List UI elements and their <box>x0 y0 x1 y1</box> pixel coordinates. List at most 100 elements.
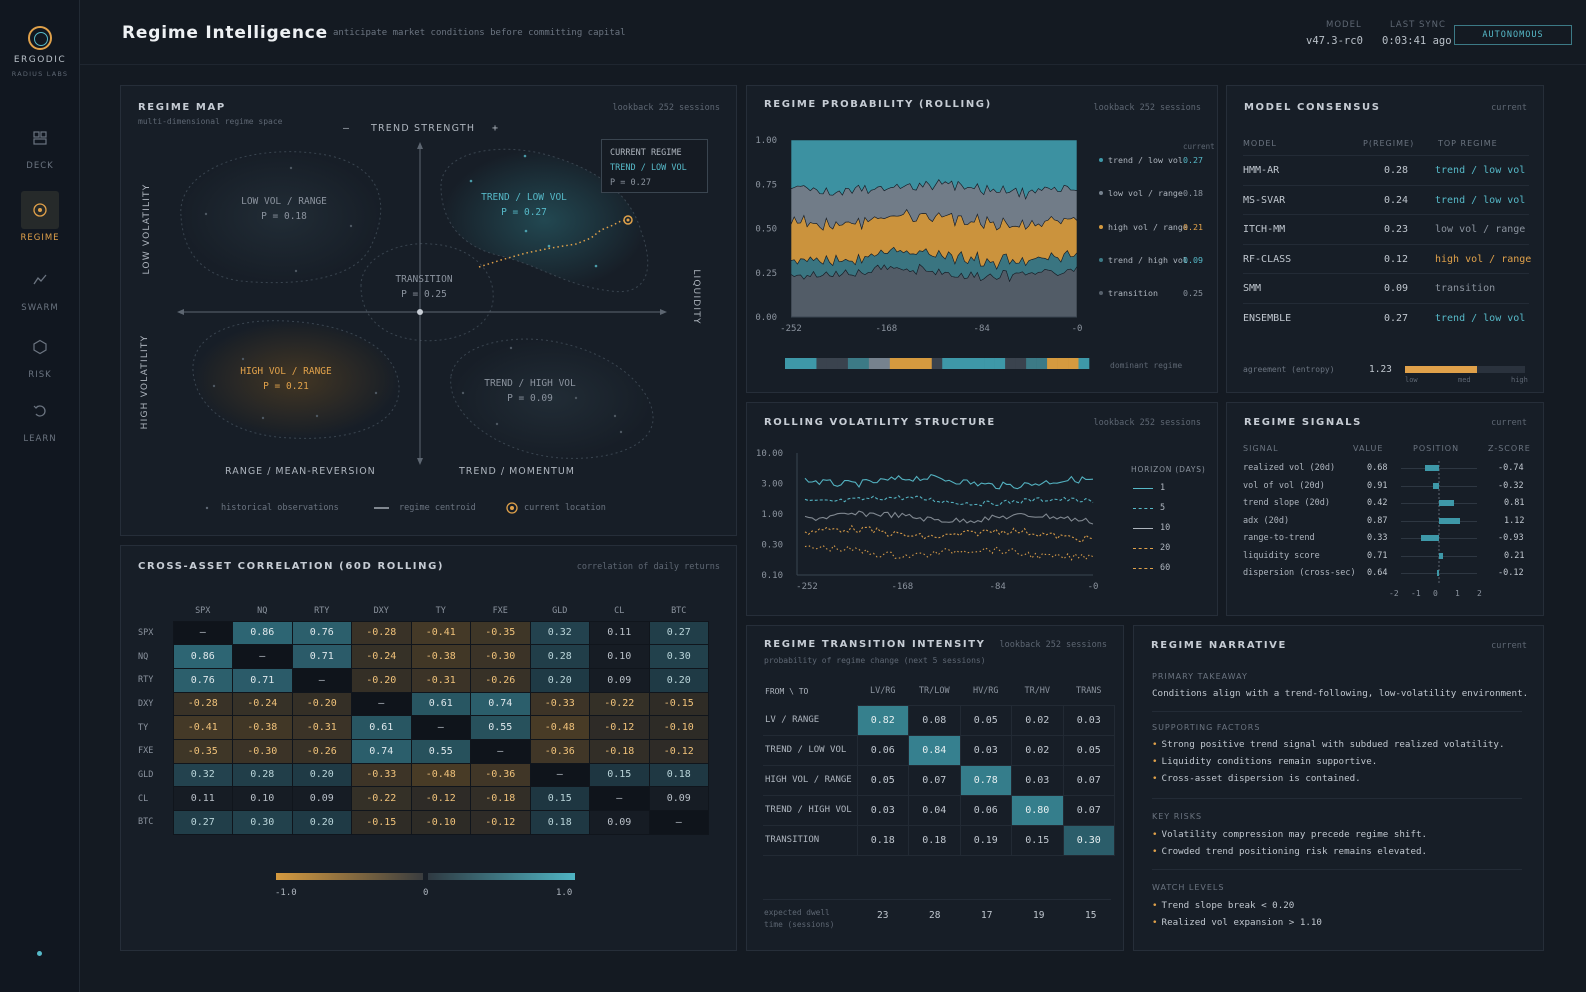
corr-cell[interactable]: -0.33 <box>351 762 412 788</box>
transition-cell[interactable]: 0.06 <box>856 734 909 766</box>
transition-cell[interactable]: 0.05 <box>856 764 909 796</box>
corr-cell[interactable]: 0.30 <box>232 810 293 835</box>
corr-cell[interactable]: — <box>470 738 531 764</box>
corr-cell[interactable]: — <box>351 691 412 717</box>
corr-cell[interactable]: 0.76 <box>172 667 233 693</box>
corr-cell[interactable]: -0.24 <box>232 691 293 717</box>
transition-cell[interactable]: 0.05 <box>1062 734 1115 766</box>
corr-cell[interactable]: — <box>172 620 233 646</box>
transition-cell[interactable]: 0.18 <box>908 824 961 856</box>
transition-cell[interactable]: 0.06 <box>959 794 1012 826</box>
corr-cell[interactable]: 0.09 <box>648 786 709 811</box>
corr-cell[interactable]: 0.27 <box>172 810 233 835</box>
corr-cell[interactable]: -0.20 <box>351 667 412 693</box>
corr-cell[interactable]: — <box>648 810 709 835</box>
consensus-row[interactable]: HMM-AR 0.28 trend / low vol <box>1243 155 1529 184</box>
corr-cell[interactable]: 0.74 <box>351 738 412 764</box>
corr-cell[interactable]: -0.15 <box>351 810 412 835</box>
transition-cell[interactable]: 0.78 <box>959 764 1012 796</box>
transition-cell[interactable]: 0.04 <box>908 794 961 826</box>
corr-cell[interactable]: -0.12 <box>470 810 531 835</box>
corr-cell[interactable]: -0.22 <box>351 786 412 811</box>
transition-cell[interactable]: 0.82 <box>856 704 909 736</box>
corr-cell[interactable]: 0.11 <box>589 620 650 646</box>
transition-cell[interactable]: 0.07 <box>1062 794 1115 826</box>
corr-cell[interactable]: -0.36 <box>529 738 590 764</box>
corr-cell[interactable]: — <box>529 762 590 788</box>
corr-cell[interactable]: 0.10 <box>589 644 650 669</box>
corr-cell[interactable]: -0.26 <box>291 738 352 764</box>
corr-cell[interactable]: -0.35 <box>470 620 531 646</box>
consensus-row[interactable]: MS-SVAR 0.24 trend / low vol <box>1243 184 1529 214</box>
corr-cell[interactable]: 0.30 <box>648 644 709 669</box>
regime-high-vol-range[interactable]: HIGH VOL / RANGE P = 0.21 <box>221 366 351 392</box>
transition-cell[interactable]: 0.05 <box>959 704 1012 736</box>
transition-cell[interactable]: 0.03 <box>1011 764 1064 796</box>
corr-cell[interactable]: 0.11 <box>172 786 233 811</box>
signal-row[interactable]: range-to-trend 0.33 -0.93 <box>1243 530 1529 547</box>
corr-cell[interactable]: -0.24 <box>351 644 412 669</box>
signal-row[interactable]: liquidity score 0.71 0.21 <box>1243 548 1529 565</box>
mode-badge[interactable]: AUTONOMOUS <box>1454 25 1572 45</box>
transition-cell[interactable]: 0.03 <box>856 794 909 826</box>
corr-cell[interactable]: -0.26 <box>470 667 531 693</box>
corr-cell[interactable]: -0.12 <box>648 738 709 764</box>
signal-row[interactable]: realized vol (20d) 0.68 -0.74 <box>1243 460 1529 477</box>
transition-cell[interactable]: 0.02 <box>1011 704 1064 736</box>
corr-cell[interactable]: 0.32 <box>529 620 590 646</box>
corr-cell[interactable]: 0.71 <box>232 667 293 693</box>
transition-cell[interactable]: 0.30 <box>1062 824 1115 856</box>
corr-cell[interactable]: 0.28 <box>232 762 293 788</box>
corr-cell[interactable]: 0.20 <box>291 762 352 788</box>
corr-cell[interactable]: 0.09 <box>589 667 650 693</box>
corr-cell[interactable]: 0.15 <box>529 786 590 811</box>
corr-cell[interactable]: -0.31 <box>410 667 471 693</box>
consensus-row[interactable]: RF-CLASS 0.12 high vol / range <box>1243 243 1531 273</box>
corr-cell[interactable]: 0.18 <box>648 762 709 788</box>
corr-cell[interactable]: -0.18 <box>589 738 650 764</box>
regime-transition[interactable]: TRANSITION P = 0.25 <box>369 274 479 300</box>
corr-cell[interactable]: -0.38 <box>232 715 293 740</box>
signal-row[interactable]: vol of vol (20d) 0.91 -0.32 <box>1243 478 1529 495</box>
corr-cell[interactable]: -0.12 <box>410 786 471 811</box>
corr-cell[interactable]: 0.15 <box>589 762 650 788</box>
nav-item-swarm[interactable]: SWARM <box>20 261 60 313</box>
consensus-row[interactable]: SMM 0.09 transition <box>1243 273 1529 302</box>
corr-cell[interactable]: -0.10 <box>648 715 709 740</box>
corr-cell[interactable]: -0.28 <box>351 620 412 646</box>
transition-cell[interactable]: 0.80 <box>1011 794 1064 826</box>
corr-cell[interactable]: -0.22 <box>589 691 650 717</box>
corr-cell[interactable]: 0.09 <box>291 786 352 811</box>
corr-cell[interactable]: — <box>232 644 293 669</box>
corr-cell[interactable]: — <box>410 715 471 740</box>
nav-item-risk[interactable]: RISK <box>20 328 60 380</box>
corr-cell[interactable]: -0.31 <box>291 715 352 740</box>
corr-cell[interactable]: -0.41 <box>172 715 233 740</box>
corr-cell[interactable]: -0.41 <box>410 620 471 646</box>
corr-cell[interactable]: 0.20 <box>529 667 590 693</box>
corr-cell[interactable]: -0.10 <box>410 810 471 835</box>
corr-cell[interactable]: 0.10 <box>232 786 293 811</box>
corr-cell[interactable]: -0.15 <box>648 691 709 717</box>
nav-item-learn[interactable]: LEARN <box>20 392 60 444</box>
nav-item-regime[interactable]: REGIME <box>20 191 60 243</box>
corr-cell[interactable]: 0.71 <box>291 644 352 669</box>
transition-cell[interactable]: 0.03 <box>959 734 1012 766</box>
regime-low-vol-range[interactable]: LOW VOL / RANGE P = 0.18 <box>219 196 349 222</box>
transition-cell[interactable]: 0.02 <box>1011 734 1064 766</box>
corr-cell[interactable]: -0.35 <box>172 738 233 764</box>
corr-cell[interactable]: 0.61 <box>351 715 412 740</box>
consensus-row[interactable]: ENSEMBLE 0.27 trend / low vol <box>1243 302 1529 332</box>
signal-row[interactable]: dispersion (cross-sec) 0.64 -0.12 <box>1243 565 1529 582</box>
corr-cell[interactable]: 0.74 <box>470 691 531 717</box>
signal-row[interactable]: adx (20d) 0.87 1.12 <box>1243 513 1529 530</box>
corr-cell[interactable]: 0.86 <box>232 620 293 646</box>
corr-cell[interactable]: 0.28 <box>529 644 590 669</box>
corr-cell[interactable]: 0.20 <box>648 667 709 693</box>
corr-cell[interactable]: -0.48 <box>529 715 590 740</box>
corr-cell[interactable]: 0.32 <box>172 762 233 788</box>
transition-cell[interactable]: 0.07 <box>1062 764 1115 796</box>
corr-cell[interactable]: -0.30 <box>232 738 293 764</box>
transition-cell[interactable]: 0.07 <box>908 764 961 796</box>
corr-cell[interactable]: -0.30 <box>470 644 531 669</box>
